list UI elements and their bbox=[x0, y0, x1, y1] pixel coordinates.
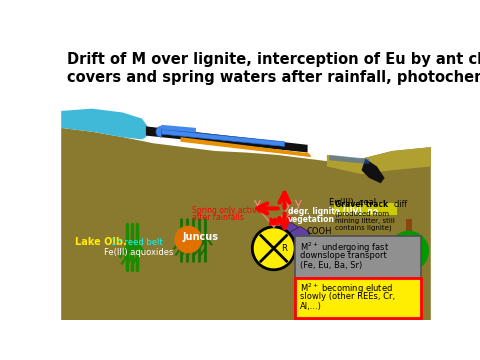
Polygon shape bbox=[327, 147, 431, 174]
FancyBboxPatch shape bbox=[295, 278, 421, 318]
Text: downslope transport: downslope transport bbox=[300, 251, 387, 260]
Polygon shape bbox=[161, 130, 285, 147]
FancyBboxPatch shape bbox=[334, 203, 397, 215]
Polygon shape bbox=[161, 125, 196, 132]
Text: after rainfalls: after rainfalls bbox=[192, 213, 244, 222]
Polygon shape bbox=[180, 137, 312, 157]
Text: slowly (other REEs, Cr,: slowly (other REEs, Cr, bbox=[300, 292, 395, 301]
Text: Gravel track: Gravel track bbox=[336, 200, 388, 209]
Wedge shape bbox=[156, 126, 161, 137]
Text: M$^{2+}$ undergoing fast: M$^{2+}$ undergoing fast bbox=[300, 241, 389, 256]
Text: Eu(III), coal: Eu(III), coal bbox=[329, 198, 376, 207]
Text: contains lignite): contains lignite) bbox=[336, 225, 392, 231]
FancyBboxPatch shape bbox=[295, 237, 421, 280]
Text: vegetation: vegetation bbox=[288, 215, 336, 224]
Circle shape bbox=[174, 226, 202, 253]
Text: Spring only active: Spring only active bbox=[192, 206, 261, 215]
Text: Lake Olb.: Lake Olb. bbox=[75, 237, 127, 247]
Text: R: R bbox=[281, 244, 287, 253]
Circle shape bbox=[252, 227, 295, 270]
Polygon shape bbox=[61, 109, 150, 139]
Text: M$^{2+}$ becoming eluted: M$^{2+}$ becoming eluted bbox=[300, 282, 393, 296]
Text: cliff: cliff bbox=[394, 200, 408, 209]
Text: Fe(III) aquoxides: Fe(III) aquoxides bbox=[104, 248, 173, 257]
Circle shape bbox=[388, 231, 429, 271]
Text: Juncus: Juncus bbox=[183, 231, 219, 242]
Text: Al,...): Al,...) bbox=[300, 302, 322, 311]
Text: COOH: COOH bbox=[306, 227, 332, 236]
Text: (Fe, Eu, Ba, Sr): (Fe, Eu, Ba, Sr) bbox=[300, 261, 362, 270]
Text: Drift of M over lignite, interception of Eu by ant chitin
covers and spring wate: Drift of M over lignite, interception of… bbox=[67, 53, 480, 85]
Polygon shape bbox=[361, 159, 384, 183]
Text: 1ˢᵗ reed belt: 1ˢᵗ reed belt bbox=[111, 238, 163, 247]
Polygon shape bbox=[61, 128, 431, 320]
Text: mining litter, still: mining litter, still bbox=[336, 217, 395, 224]
Polygon shape bbox=[146, 126, 308, 153]
Text: (produced from: (produced from bbox=[336, 211, 389, 217]
Text: degr. lignite (UV), no: degr. lignite (UV), no bbox=[288, 207, 379, 216]
Bar bbox=[406, 219, 412, 241]
Polygon shape bbox=[329, 155, 369, 164]
